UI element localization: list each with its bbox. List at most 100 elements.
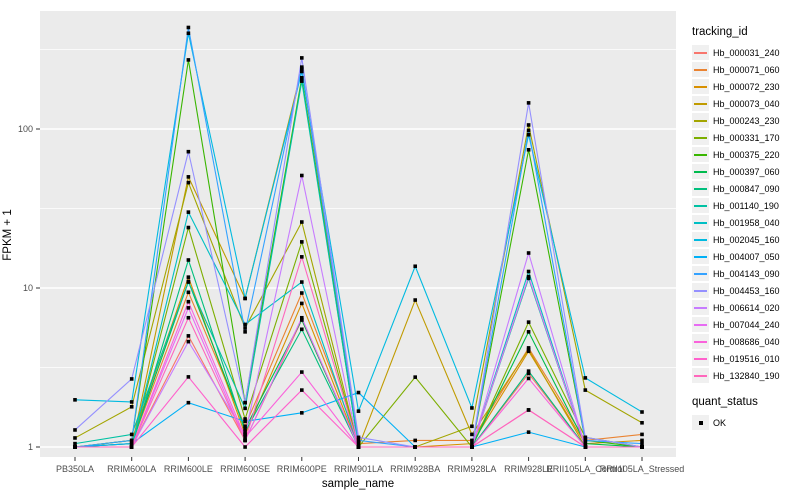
- data-point: [243, 432, 247, 437]
- quant-status-entries: OK: [692, 414, 798, 431]
- legend-entry: Hb_001140_190: [692, 197, 798, 214]
- legend-line-swatch: [694, 238, 707, 241]
- data-point: [526, 330, 531, 334]
- x-tick-label: RRIM600PE: [277, 464, 327, 474]
- data-point: [186, 299, 191, 304]
- data-point: [243, 438, 247, 443]
- legend-entry: Hb_000375_220: [692, 146, 798, 163]
- data-point: [243, 427, 247, 431]
- data-point: [526, 274, 531, 279]
- legend-entry: Hb_002045_160: [692, 231, 798, 248]
- data-point: [413, 445, 417, 449]
- data-point: [470, 406, 474, 410]
- data-point: [583, 445, 588, 449]
- legend-line-swatch: [694, 357, 707, 360]
- legend-entry-label: Hb_006614_020: [713, 302, 780, 313]
- data-point: [526, 147, 531, 152]
- data-point: [583, 435, 588, 440]
- legend-entry: Hb_000073_040: [692, 95, 798, 112]
- legend-line-swatch: [694, 306, 707, 309]
- data-point: [526, 269, 531, 274]
- x-tick-label: PB350LA: [56, 464, 94, 474]
- data-point: [526, 408, 531, 412]
- quant-status-label: OK: [713, 417, 727, 428]
- data-point: [243, 445, 247, 449]
- data-point: [526, 128, 531, 133]
- data-point: [73, 398, 77, 402]
- data-point: [413, 375, 417, 379]
- data-point: [300, 220, 304, 224]
- data-point: [413, 264, 417, 269]
- legend-entry-label: Hb_001958_040: [713, 217, 780, 228]
- data-point: [186, 58, 191, 62]
- data-point: [129, 377, 134, 381]
- x-tick-label: RRIM600LE: [164, 464, 213, 474]
- legend-key: [692, 300, 709, 315]
- x-tick-label: RRIM901LA: [334, 464, 383, 474]
- data-point: [413, 298, 417, 302]
- data-point: [640, 432, 644, 437]
- y-axis-title: FPKM + 1: [2, 209, 14, 261]
- data-point: [73, 441, 77, 446]
- legend-entry-label: Hb_000071_060: [713, 64, 780, 75]
- data-point: [243, 406, 247, 411]
- data-point: [526, 101, 531, 105]
- data-point: [300, 255, 304, 259]
- legend-line-swatch: [694, 102, 707, 105]
- data-point: [356, 409, 361, 413]
- legend-entry: Hb_007044_240: [692, 316, 798, 333]
- y-tick-label: 10: [23, 283, 33, 293]
- data-point: [243, 330, 247, 334]
- legend-entry-label: Hb_001140_190: [713, 200, 779, 211]
- data-point: [526, 371, 531, 376]
- data-point: [356, 445, 361, 449]
- legend-line-swatch: [694, 153, 707, 156]
- legend-key: [692, 232, 709, 247]
- x-tick-label: RRIM928BA: [390, 464, 440, 474]
- legend-key: [692, 62, 709, 77]
- legend-entry-label: Hb_000397_060: [713, 166, 780, 177]
- data-point: [186, 31, 191, 36]
- data-point: [300, 388, 304, 392]
- legend-line-swatch: [694, 340, 707, 343]
- data-point: [526, 430, 531, 434]
- legend-key: [692, 334, 709, 349]
- legend-key: [692, 198, 709, 213]
- data-point: [470, 424, 474, 429]
- y-tick-label: 1: [28, 442, 33, 452]
- legend-line-swatch: [694, 204, 707, 207]
- legend-entry-label: Hb_019516_010: [713, 353, 780, 364]
- legend-key: [692, 96, 709, 111]
- data-point: [186, 149, 191, 154]
- square-marker-icon: [698, 420, 703, 425]
- legend-title-quant-status: quant_status: [692, 396, 758, 408]
- data-point: [129, 432, 134, 437]
- data-point: [300, 411, 304, 415]
- legend-entry-label: Hb_000031_240: [713, 47, 780, 58]
- legend-key: [692, 147, 709, 162]
- data-point: [186, 280, 191, 284]
- data-point: [186, 375, 191, 379]
- legend-line-swatch: [694, 255, 707, 258]
- data-point: [186, 175, 191, 179]
- data-point: [413, 438, 417, 443]
- legend-key: [692, 283, 709, 298]
- data-point: [243, 400, 247, 405]
- legend-entry-label: Hb_000073_040: [713, 98, 780, 109]
- legend-line-swatch: [694, 170, 707, 173]
- data-point: [356, 438, 361, 443]
- legend-line-swatch: [694, 187, 707, 190]
- quant-status-entry: OK: [692, 414, 798, 431]
- legend-key: [692, 130, 709, 145]
- legend-line-swatch: [694, 51, 707, 54]
- legend-entry-label: Hb_132840_190: [713, 370, 780, 381]
- data-point: [300, 56, 304, 60]
- legend-entry-label: Hb_004453_160: [713, 285, 780, 296]
- data-point: [186, 290, 191, 295]
- data-point: [300, 75, 304, 80]
- data-point: [243, 417, 247, 421]
- legend-entry-label: Hb_000331_170: [713, 132, 780, 143]
- x-tick-label: RRII105LA_Stressed: [600, 464, 685, 474]
- legend-line-swatch: [694, 323, 707, 326]
